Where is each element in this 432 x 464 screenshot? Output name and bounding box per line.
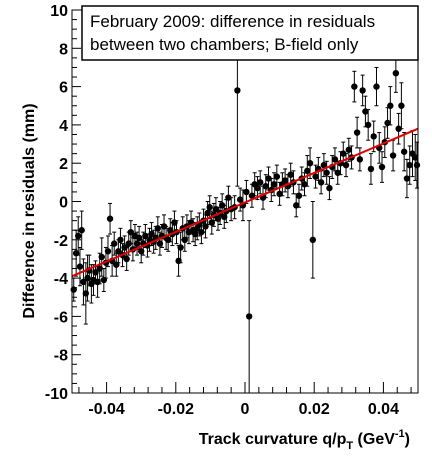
data-point	[392, 69, 400, 77]
y-tick-label: 0	[59, 195, 68, 212]
data-point	[98, 253, 105, 261]
data-points-layer	[70, 9, 421, 394]
data-point	[295, 192, 303, 199]
data-point	[400, 148, 408, 155]
data-point	[206, 204, 213, 211]
data-point	[373, 83, 380, 90]
data-point	[389, 152, 397, 159]
data-point	[359, 87, 366, 94]
data-point	[245, 313, 253, 320]
data-point	[76, 263, 84, 270]
data-point	[312, 173, 319, 180]
data-point	[378, 163, 386, 171]
axes-layer: -10 -8 -6 -4 -2 0 2 4 6 8 10 -0.04 -0.02 0 0.02 0.04	[45, 3, 412, 418]
data-point	[281, 177, 289, 184]
title-line-2: between two chambers; B-field only	[90, 35, 359, 54]
y-tick-label: -4	[54, 271, 68, 288]
data-point	[413, 161, 421, 169]
x-tick-label: 0.04	[368, 401, 399, 418]
data-point	[248, 192, 256, 199]
data-point	[123, 255, 130, 263]
data-point	[104, 248, 112, 255]
data-point	[364, 121, 372, 129]
y-tick-label: 2	[59, 156, 68, 173]
data-point	[367, 165, 375, 173]
data-point	[236, 196, 244, 203]
data-point	[304, 167, 311, 175]
x-tick-label: -0.04	[88, 401, 125, 418]
data-point	[270, 181, 278, 188]
data-point	[340, 150, 347, 157]
data-point	[395, 125, 402, 132]
y-tick-label: -8	[54, 348, 68, 365]
data-point	[323, 169, 330, 176]
data-point	[80, 278, 87, 286]
y-tick-label: -2	[54, 233, 68, 250]
data-point	[406, 161, 413, 169]
data-point	[351, 83, 358, 90]
data-point	[111, 240, 118, 247]
x-tick-label: -0.02	[158, 401, 195, 418]
data-point	[106, 215, 114, 222]
fit-line	[71, 127, 419, 278]
data-point	[306, 160, 314, 167]
data-point	[234, 87, 241, 94]
y-axis-title: Difference in residuals (mm)	[21, 103, 38, 318]
data-point	[353, 129, 361, 136]
data-point	[387, 102, 394, 109]
x-axis-title-unit-prefix: (GeV	[353, 431, 395, 448]
data-point	[262, 182, 269, 190]
data-point	[320, 161, 328, 169]
data-point	[84, 274, 91, 282]
data-point	[412, 154, 419, 161]
data-point	[225, 194, 232, 201]
data-point	[75, 232, 82, 240]
data-point	[265, 175, 272, 182]
data-point	[326, 184, 333, 192]
data-point	[117, 236, 124, 243]
title-line-1: February 2009: difference in residuals	[90, 12, 375, 31]
data-point	[370, 133, 377, 140]
data-point	[243, 188, 250, 196]
data-point	[342, 161, 350, 169]
data-point	[82, 290, 90, 297]
data-point	[127, 228, 135, 236]
y-tick-label: 8	[59, 41, 68, 58]
x-axis-title-main: Track curvature q/p	[199, 431, 347, 448]
data-point	[398, 102, 405, 109]
fit-line-layer	[71, 127, 419, 278]
data-point	[154, 225, 162, 232]
y-tick-label: -10	[45, 386, 68, 403]
x-tick-label: 0.02	[299, 401, 330, 418]
data-point	[254, 184, 261, 192]
data-point	[78, 227, 85, 234]
x-axis-title: Track curvature q/pT (GeV-1)	[199, 428, 410, 452]
y-tick-label: 4	[59, 118, 68, 135]
data-point	[257, 179, 264, 186]
x-axis-title-unit-suffix: )	[405, 431, 410, 448]
x-tick-label: 0	[241, 401, 250, 418]
data-point	[345, 146, 352, 153]
data-point	[356, 156, 364, 163]
x-axis-title-unit-superscript: -1	[395, 428, 405, 440]
data-point	[317, 179, 325, 186]
data-point	[287, 171, 294, 178]
y-tick-label: 10	[50, 3, 68, 20]
data-point	[177, 244, 184, 251]
y-tick-label: -6	[54, 309, 68, 326]
data-point	[403, 175, 411, 182]
y-tick-label: 6	[59, 80, 68, 97]
title-box	[81, 5, 419, 61]
data-point	[309, 236, 317, 243]
data-point	[273, 173, 281, 180]
x-axis-title-subscript: T	[346, 440, 353, 452]
